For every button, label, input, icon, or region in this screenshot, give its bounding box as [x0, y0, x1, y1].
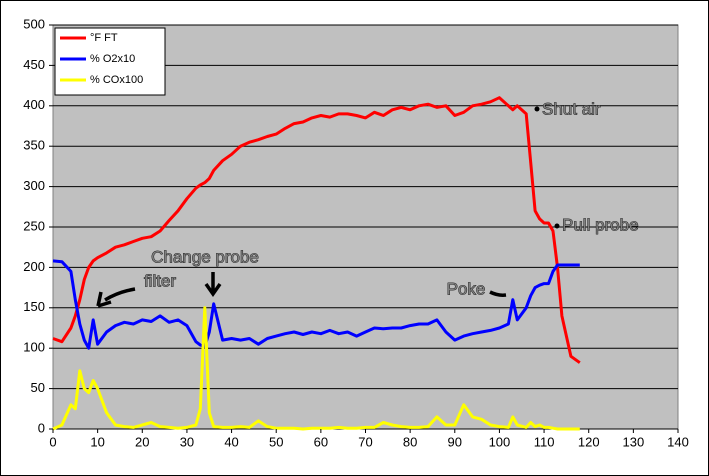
x-tick-label: 70 — [358, 434, 372, 449]
x-tick-label: 90 — [448, 434, 462, 449]
series-line — [52, 96, 581, 364]
x-tick-label: 50 — [269, 434, 283, 449]
y-tick-label: 200 — [23, 259, 45, 274]
series-line — [52, 259, 580, 350]
y-tick-label: 400 — [23, 97, 45, 112]
x-tick-label: 140 — [667, 434, 689, 449]
y-tick-label: 50 — [31, 380, 45, 395]
annotation: Change probe — [151, 247, 259, 266]
y-tick-label: 500 — [23, 16, 45, 31]
x-tick-label: 130 — [623, 434, 645, 449]
y-tick-label: 150 — [23, 299, 45, 314]
x-tick-label: 110 — [534, 434, 555, 449]
pointer-dot — [534, 106, 540, 112]
x-tick-label: 120 — [578, 434, 600, 449]
arrow — [489, 290, 507, 297]
y-tick-label: 250 — [23, 218, 45, 233]
y-tick-label: 450 — [23, 57, 45, 72]
y-tick-label: 300 — [23, 178, 45, 193]
pointer-dot — [554, 223, 560, 229]
x-tick-label: 80 — [403, 434, 417, 449]
x-tick-label: 0 — [49, 434, 56, 449]
annotation: filter — [144, 271, 176, 290]
legend-label: °F FT — [90, 32, 118, 44]
series-line — [52, 306, 580, 431]
legend-label: % O2x10 — [90, 53, 135, 65]
x-tick-label: 40 — [224, 434, 238, 449]
y-tick-label: 100 — [23, 340, 45, 355]
legend-label: % COx100 — [90, 74, 143, 86]
arrow — [96, 287, 136, 308]
y-tick-label: 0 — [38, 420, 45, 435]
x-tick-label: 10 — [90, 434, 104, 449]
annotation: Shut air — [542, 99, 601, 118]
x-tick-label: 20 — [135, 434, 149, 449]
annotation: Pull probe — [562, 215, 639, 234]
y-tick-label: 350 — [23, 138, 45, 153]
x-tick-label: 100 — [489, 434, 511, 449]
x-tick-label: 60 — [314, 434, 328, 449]
arrow — [204, 272, 222, 298]
annotation: Poke — [447, 279, 486, 298]
x-tick-label: 30 — [180, 434, 194, 449]
